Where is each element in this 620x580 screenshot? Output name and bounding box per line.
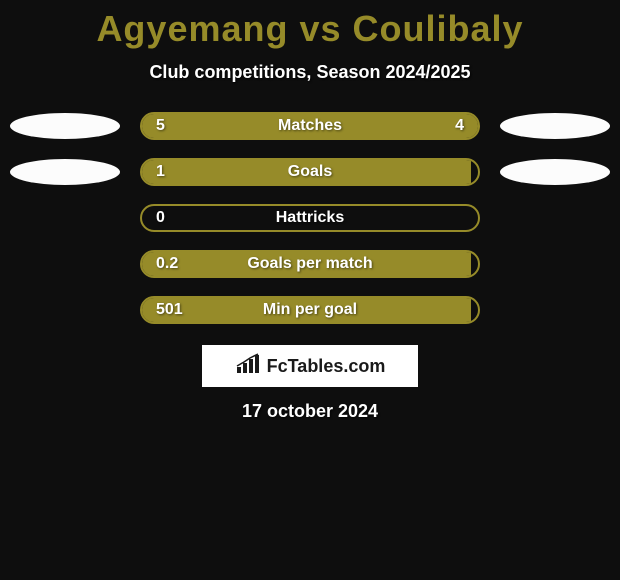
player-oval-right bbox=[500, 113, 610, 139]
stat-bar: 501Min per goal bbox=[140, 296, 480, 324]
stat-row: 0.2Goals per match bbox=[0, 249, 620, 279]
page-title: Agyemang vs Coulibaly bbox=[0, 8, 620, 50]
date-text: 17 october 2024 bbox=[0, 401, 620, 422]
stat-label: Min per goal bbox=[142, 301, 478, 319]
stat-row: 5Matches4 bbox=[0, 111, 620, 141]
stat-bar: 0Hattricks bbox=[140, 204, 480, 232]
stat-value-right: 4 bbox=[455, 117, 464, 135]
player-oval-left bbox=[10, 113, 120, 139]
stat-bar: 5Matches4 bbox=[140, 112, 480, 140]
logo-text: FcTables.com bbox=[267, 356, 386, 377]
stat-label: Hattricks bbox=[142, 209, 478, 227]
stat-bar: 0.2Goals per match bbox=[140, 250, 480, 278]
stat-row: 501Min per goal bbox=[0, 295, 620, 325]
player-oval-left bbox=[10, 159, 120, 185]
chart-icon bbox=[235, 353, 263, 380]
stat-label: Matches bbox=[142, 117, 478, 135]
subtitle: Club competitions, Season 2024/2025 bbox=[0, 62, 620, 83]
logo-box[interactable]: FcTables.com bbox=[202, 345, 418, 387]
comparison-widget: Agyemang vs Coulibaly Club competitions,… bbox=[0, 0, 620, 422]
stat-row: 0Hattricks bbox=[0, 203, 620, 233]
stat-row: 1Goals bbox=[0, 157, 620, 187]
stats-area: 5Matches4 1Goals 0Hattricks 0.2Goals per ma… bbox=[0, 111, 620, 325]
stat-bar: 1Goals bbox=[140, 158, 480, 186]
stat-label: Goals per match bbox=[142, 255, 478, 273]
player-oval-right bbox=[500, 159, 610, 185]
stat-label: Goals bbox=[142, 163, 478, 181]
